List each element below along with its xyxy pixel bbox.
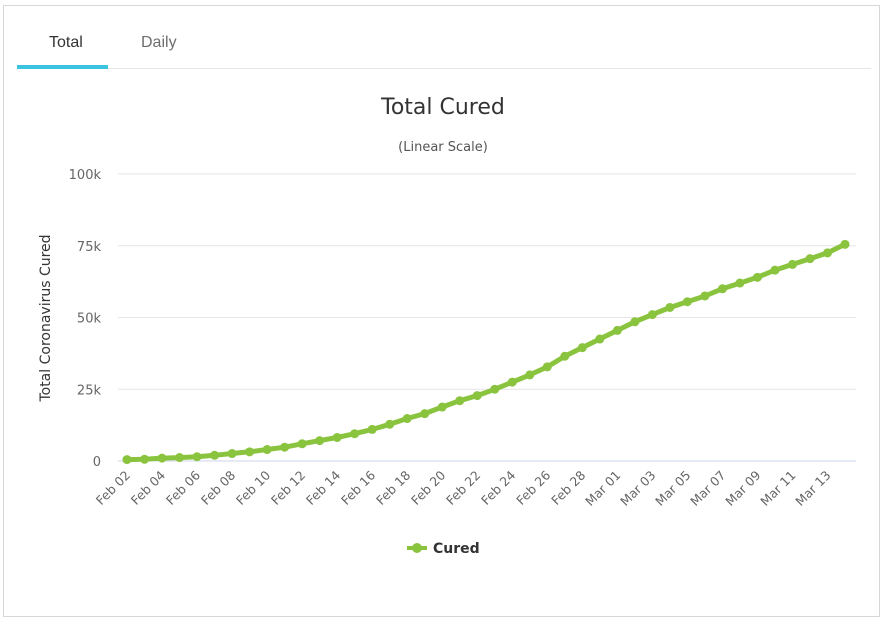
data-point[interactable]	[630, 317, 640, 327]
x-tick-label: Feb 06	[163, 467, 203, 507]
y-axis-label: Total Coronavirus Cured	[38, 234, 54, 402]
data-point[interactable]	[490, 384, 500, 394]
data-point[interactable]	[122, 455, 132, 465]
data-point[interactable]	[245, 447, 255, 457]
data-point[interactable]	[700, 291, 710, 301]
data-point[interactable]	[210, 450, 220, 460]
data-point[interactable]	[227, 449, 237, 459]
x-tick-label: Feb 10	[233, 467, 273, 507]
legend[interactable]: Cured	[407, 541, 480, 557]
series-line	[124, 241, 848, 463]
x-tick-label: Feb 04	[128, 467, 168, 507]
y-tick-label: 25k	[77, 383, 102, 398]
data-point[interactable]	[402, 414, 412, 424]
chart-subtitle: (Linear Scale)	[398, 140, 488, 155]
x-tick-label: Mar 13	[792, 468, 833, 509]
data-point[interactable]	[525, 370, 535, 380]
x-tick-label: Mar 03	[617, 468, 658, 509]
data-point[interactable]	[612, 325, 622, 335]
y-tick-label: 100k	[69, 168, 102, 183]
data-point[interactable]	[682, 297, 692, 307]
x-tick-label: Mar 07	[687, 468, 728, 509]
data-point[interactable]	[262, 445, 272, 455]
x-tick-label: Mar 01	[582, 468, 623, 509]
chart-panel: Total Daily	[3, 5, 880, 617]
y-tick-label: 0	[93, 455, 101, 470]
x-tick-label: Feb 12	[268, 468, 308, 508]
data-point[interactable]	[752, 272, 762, 282]
x-tick-label: Mar 09	[722, 467, 763, 508]
data-point[interactable]	[507, 377, 517, 387]
tab-total[interactable]: Total	[49, 34, 83, 51]
data-point[interactable]	[297, 439, 307, 449]
data-point[interactable]	[315, 436, 325, 446]
y-tick-label: 75k	[77, 240, 102, 255]
data-point[interactable]	[805, 254, 815, 264]
data-point[interactable]	[595, 334, 605, 344]
data-point[interactable]	[175, 453, 185, 463]
series-cured	[122, 239, 850, 465]
data-point[interactable]	[385, 419, 395, 429]
x-tick-label: Feb 18	[373, 467, 413, 507]
data-point[interactable]	[472, 391, 482, 401]
tab-daily[interactable]: Daily	[141, 34, 177, 51]
x-tick-label: Feb 20	[408, 467, 448, 507]
x-tick-label: Feb 24	[478, 467, 518, 507]
y-tick-label: 50k	[77, 312, 102, 327]
data-point[interactable]	[192, 452, 202, 462]
data-point[interactable]	[140, 454, 150, 464]
data-point[interactable]	[665, 302, 675, 312]
x-tick-label: Mar 05	[652, 468, 693, 509]
data-point[interactable]	[840, 239, 850, 249]
x-tick-label: Mar 11	[757, 468, 798, 509]
x-tick-label: Feb 16	[338, 467, 378, 507]
data-point[interactable]	[350, 429, 360, 439]
data-point[interactable]	[560, 351, 570, 361]
data-point[interactable]	[577, 343, 587, 353]
x-tick-label: Feb 28	[548, 467, 588, 507]
legend-marker	[412, 543, 422, 553]
tab-bar: Total Daily	[17, 6, 871, 69]
data-point[interactable]	[420, 409, 430, 419]
data-point[interactable]	[717, 284, 727, 294]
data-point[interactable]	[542, 362, 552, 372]
x-tick-label: Feb 14	[303, 467, 343, 507]
data-point[interactable]	[770, 265, 780, 275]
x-tick-label: Feb 02	[93, 468, 133, 508]
data-point[interactable]	[367, 424, 377, 434]
data-point[interactable]	[647, 310, 657, 320]
y-axis-ticks: 0 25k 50k 75k 100k	[69, 168, 102, 470]
chart-title: Total Cured	[380, 95, 505, 120]
grid-lines	[118, 173, 856, 462]
data-point[interactable]	[157, 453, 167, 463]
data-point[interactable]	[735, 278, 745, 288]
data-point[interactable]	[822, 248, 832, 258]
data-point[interactable]	[787, 259, 797, 269]
active-tab-indicator	[17, 65, 108, 69]
data-point[interactable]	[437, 402, 447, 412]
data-point[interactable]	[455, 396, 465, 406]
data-point[interactable]	[280, 442, 290, 452]
x-tick-label: Feb 08	[198, 467, 238, 507]
x-tick-label: Feb 22	[443, 468, 483, 508]
data-point[interactable]	[332, 432, 342, 442]
x-tick-label: Feb 26	[513, 467, 553, 507]
legend-label-cured: Cured	[433, 541, 480, 557]
